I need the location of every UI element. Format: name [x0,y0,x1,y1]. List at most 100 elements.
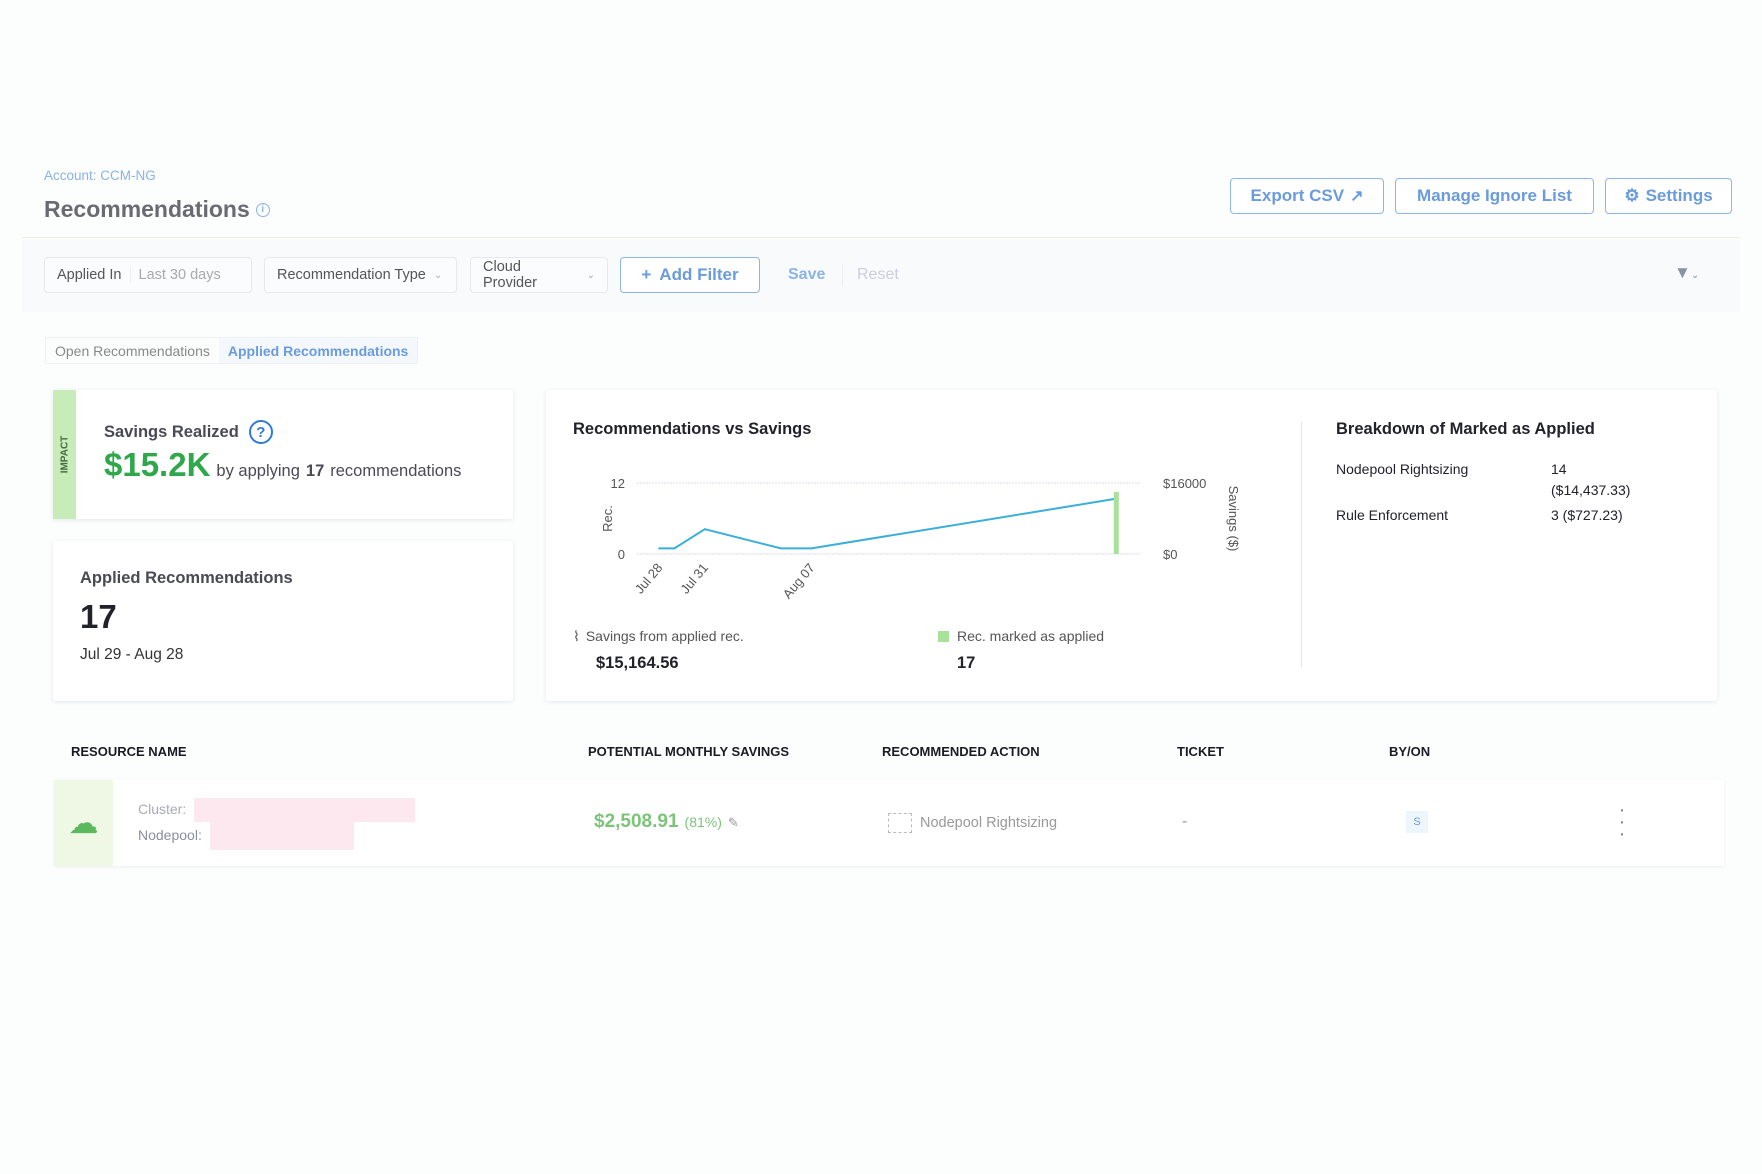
savings-title-text: Savings Realized [104,422,239,441]
y2-tick-label: $16000 [1163,476,1206,491]
action-cell: Nodepool Rightsizing [888,813,1057,833]
export-csv-button[interactable]: Export CSV ↗ [1230,178,1384,214]
breakdown-value: 14 [1551,461,1567,477]
savings-point [673,547,676,550]
savings-point [810,547,813,550]
add-filter-button[interactable]: + Add Filter [620,257,760,293]
legend-savings-value: $15,164.56 [596,654,679,672]
more-options-icon[interactable]: · · · [1618,799,1626,845]
y-tick-label: 12 [611,476,625,491]
legend-rec-value: 17 [957,654,976,672]
col-recommended-action[interactable]: RECOMMENDED ACTION [882,744,1040,759]
y-axis-label: Rec. [600,505,615,532]
savings-by-applying: by applying [216,462,300,480]
savings-suffix: recommendations [330,462,462,480]
green-square-icon [938,630,949,642]
recommendation-type-label: Recommendation Type [277,267,426,283]
impact-label: IMPACT [59,435,70,474]
chevron-down-icon: ⌄ [586,269,595,281]
pulse-line-icon: ⌇ [573,628,580,644]
legend-rec-label: Rec. marked as applied [957,628,1105,644]
nodepool-value-redacted [210,822,354,850]
header-divider [22,237,1740,238]
savings-count: 17 [305,462,325,480]
savings-title: Savings Realized? [104,420,273,444]
help-icon[interactable]: ? [248,420,273,444]
savings-point [779,547,782,550]
applied-in-label: Applied In [57,267,122,283]
plus-icon: + [641,265,652,284]
x-tick-label: Jul 28 [632,560,666,596]
row-percent: (81%) [684,814,722,830]
savings-line [659,497,1116,550]
gear-icon: ⚙ [1624,186,1640,205]
savings-amount: $15.2K [104,446,211,483]
breakdown-sub: ($14,437.33) [1551,482,1631,498]
legend-rec: Rec. marked as applied [938,628,1104,644]
cloud-icon: ☁ [68,806,99,840]
recommendation-type-filter[interactable]: Recommendation Type ⌄ [264,257,457,293]
table-row[interactable]: ☁ Cluster: Nodepool: $2,508.91 (81%) ✎ Nod… [54,780,1724,866]
breakdown-name: Rule Enforcement [1336,507,1449,523]
breakdown-value: 3 ($727.23) [1551,507,1623,523]
y2-axis-label: Savings ($) [1226,486,1241,552]
edit-pencil-icon[interactable]: ✎ [727,815,739,830]
info-icon[interactable]: i [255,202,270,217]
tab-open-recommendations[interactable]: Open Recommendations [55,342,210,359]
savings-point [703,528,706,531]
cloud-icon-cell: ☁ [54,780,113,866]
cluster-label: Cluster: [138,801,187,817]
col-by-on[interactable]: BY/ON [1389,744,1431,759]
savings-cell: $2,508.91 (81%) ✎ [594,811,739,833]
chart-title: Recommendations vs Savings [573,420,812,438]
page-title-text: Recommendations [44,196,250,222]
legend-savings-label: Savings from applied rec. [585,628,744,644]
cluster-value-redacted [194,798,415,822]
settings-button[interactable]: ⚙ Settings [1605,178,1732,214]
breadcrumb-account[interactable]: Account: CCM-NG [44,168,156,183]
impact-strip: IMPACT [53,390,76,519]
row-action: Nodepool Rightsizing [920,815,1058,831]
applied-count: 17 [80,598,117,635]
x-tick-label: Jul 31 [677,560,711,596]
savings-summary: $15.2K by applying 17 recommendations [104,446,461,484]
chevron-down-icon: ⌄ [433,269,443,281]
applied-title: Applied Recommendations [80,569,293,587]
save-button[interactable]: Save [788,266,826,283]
applied-recommendations-card: Applied Recommendations 17 Jul 29 - Aug … [53,541,513,701]
applied-range: Jul 29 - Aug 28 [80,646,184,663]
row-ticket: - [1182,813,1188,830]
manage-ignore-list-button[interactable]: Manage Ignore List [1395,178,1594,214]
export-csv-label: Export CSV [1250,186,1345,205]
reset-button[interactable]: Reset [857,266,899,283]
row-savings: $2,508.91 [594,811,679,832]
cloud-provider-filter[interactable]: Cloud Provider ⌄ [470,257,608,293]
col-ticket[interactable]: TICKET [1177,744,1224,759]
recommendations-savings-chart: 12 0 $16000 $0 Rec. Savings ($) Jul 28 Jul 31 Au… [600,476,1241,601]
filter-funnel-icon[interactable]: ▼⌄ [1674,263,1700,282]
breakdown-name: Nodepool Rightsizing [1336,461,1469,477]
col-resource-name[interactable]: RESOURCE NAME [71,744,187,759]
applied-in-value: Last 30 days [129,267,221,283]
y-tick-label: 0 [618,547,625,562]
page-title: Recommendations i [44,196,270,223]
savings-point [658,547,661,550]
add-filter-label: Add Filter [659,265,739,284]
settings-label: Settings [1645,186,1713,205]
breakdown-title: Breakdown of Marked as Applied [1336,420,1595,438]
external-link-icon: ↗ [1350,188,1364,205]
col-potential-savings[interactable]: POTENTIAL MONTHLY SAVINGS [588,744,790,759]
bar-mark [1113,491,1119,554]
user-avatar[interactable]: S [1406,811,1428,833]
tabs: Open Recommendations Applied Recommendat… [45,337,419,364]
chart-divider [1301,422,1302,667]
legend-savings: ⌇ Savings from applied rec. [573,628,744,645]
nodepool-icon [888,813,912,833]
x-tick-label: Aug 07 [780,560,818,601]
tab-applied-recommendations[interactable]: Applied Recommendations [218,338,418,363]
savings-realized-card: IMPACT Savings Realized? $15.2K by applyi… [53,390,513,519]
applied-in-filter[interactable]: Applied In Last 30 days [44,257,252,293]
manage-ignore-label: Manage Ignore List [1417,186,1572,205]
cloud-provider-label: Cloud Provider [483,259,537,291]
chart-card: Recommendations vs Savings 12 0 $16000 $0 Re… [546,390,1717,701]
